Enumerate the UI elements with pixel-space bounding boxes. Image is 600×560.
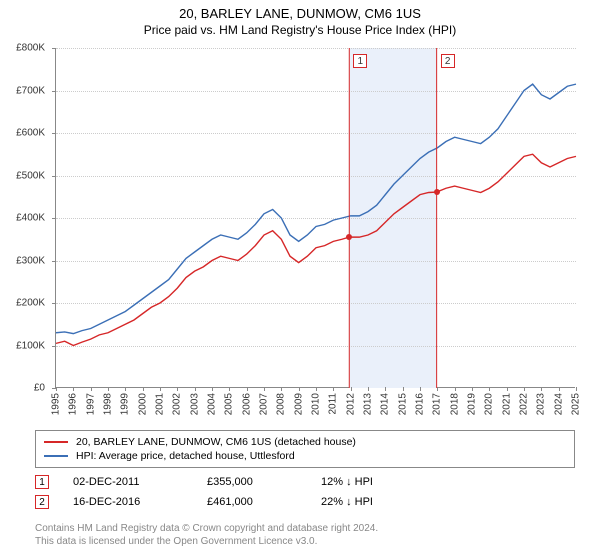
x-axis-label: 2001 xyxy=(155,393,166,415)
x-axis-label: 2007 xyxy=(259,393,270,415)
x-axis-label: 1997 xyxy=(85,393,96,415)
y-axis-label: £0 xyxy=(34,383,45,394)
chart-lines xyxy=(56,48,576,388)
legend-label: HPI: Average price, detached house, Uttl… xyxy=(76,450,295,462)
x-axis-label: 2002 xyxy=(172,393,183,415)
sale-index-box: 1 xyxy=(35,475,49,489)
chart-title: 20, BARLEY LANE, DUNMOW, CM6 1US xyxy=(0,0,600,21)
footer-line-1: Contains HM Land Registry data © Crown c… xyxy=(35,522,378,535)
series-hpi xyxy=(56,84,576,333)
series-property xyxy=(56,154,576,345)
y-axis-label: £100K xyxy=(16,340,45,351)
sale-row: 2 16-DEC-2016 £461,000 22% ↓ HPI xyxy=(35,492,373,512)
y-axis-label: £700K xyxy=(16,85,45,96)
legend-swatch xyxy=(44,455,68,457)
y-axis-label: £600K xyxy=(16,128,45,139)
x-axis-label: 2019 xyxy=(467,393,478,415)
x-axis-label: 2006 xyxy=(241,393,252,415)
x-axis-label: 2012 xyxy=(345,393,356,415)
legend-label: 20, BARLEY LANE, DUNMOW, CM6 1US (detach… xyxy=(76,436,356,448)
y-axis-label: £300K xyxy=(16,255,45,266)
x-axis-label: 1996 xyxy=(68,393,79,415)
x-axis-label: 2020 xyxy=(484,393,495,415)
sale-dot xyxy=(346,234,352,240)
legend-item: 20, BARLEY LANE, DUNMOW, CM6 1US (detach… xyxy=(44,435,566,449)
x-axis-label: 1995 xyxy=(51,393,62,415)
x-axis-label: 2025 xyxy=(571,393,582,415)
plot-area: £0£100K£200K£300K£400K£500K£600K£700K£80… xyxy=(55,48,575,388)
x-axis-label: 2004 xyxy=(207,393,218,415)
x-axis-label: 2010 xyxy=(311,393,322,415)
x-axis-label: 2005 xyxy=(224,393,235,415)
x-axis-label: 2008 xyxy=(276,393,287,415)
sale-delta-hpi: 12% ↓ HPI xyxy=(321,476,373,488)
sale-price: £355,000 xyxy=(207,476,297,488)
sale-index-box: 2 xyxy=(35,495,49,509)
footer-line-2: This data is licensed under the Open Gov… xyxy=(35,535,378,548)
x-axis-label: 2015 xyxy=(397,393,408,415)
legend-swatch xyxy=(44,441,68,443)
chart-subtitle: Price paid vs. HM Land Registry's House … xyxy=(0,21,600,43)
y-axis-label: £200K xyxy=(16,298,45,309)
x-axis-label: 2011 xyxy=(328,393,339,415)
sale-price: £461,000 xyxy=(207,496,297,508)
x-axis-label: 2023 xyxy=(536,393,547,415)
footer-attribution: Contains HM Land Registry data © Crown c… xyxy=(35,522,378,548)
x-tick xyxy=(576,387,577,391)
y-axis-label: £800K xyxy=(16,43,45,54)
x-axis-label: 2016 xyxy=(415,393,426,415)
x-axis-label: 1999 xyxy=(120,393,131,415)
x-axis-label: 1998 xyxy=(103,393,114,415)
legend-item: HPI: Average price, detached house, Uttl… xyxy=(44,449,566,463)
legend-box: 20, BARLEY LANE, DUNMOW, CM6 1US (detach… xyxy=(35,430,575,468)
y-axis-label: £500K xyxy=(16,170,45,181)
x-axis-label: 2014 xyxy=(380,393,391,415)
x-axis-label: 2018 xyxy=(449,393,460,415)
x-axis-label: 2009 xyxy=(293,393,304,415)
x-axis-label: 2003 xyxy=(189,393,200,415)
y-axis-label: £400K xyxy=(16,213,45,224)
sales-table: 1 02-DEC-2011 £355,000 12% ↓ HPI 2 16-DEC-201… xyxy=(35,472,373,512)
sale-delta-hpi: 22% ↓ HPI xyxy=(321,496,373,508)
x-axis-label: 2013 xyxy=(363,393,374,415)
sale-marker-box: 1 xyxy=(353,54,367,68)
sale-dot xyxy=(434,189,440,195)
sale-date: 02-DEC-2011 xyxy=(73,476,183,488)
x-axis-label: 2000 xyxy=(137,393,148,415)
sale-row: 1 02-DEC-2011 £355,000 12% ↓ HPI xyxy=(35,472,373,492)
x-axis-label: 2021 xyxy=(501,393,512,415)
sale-marker-box: 2 xyxy=(441,54,455,68)
sale-date: 16-DEC-2016 xyxy=(73,496,183,508)
x-axis-label: 2022 xyxy=(519,393,530,415)
x-axis-label: 2024 xyxy=(553,393,564,415)
x-axis-label: 2017 xyxy=(432,393,443,415)
